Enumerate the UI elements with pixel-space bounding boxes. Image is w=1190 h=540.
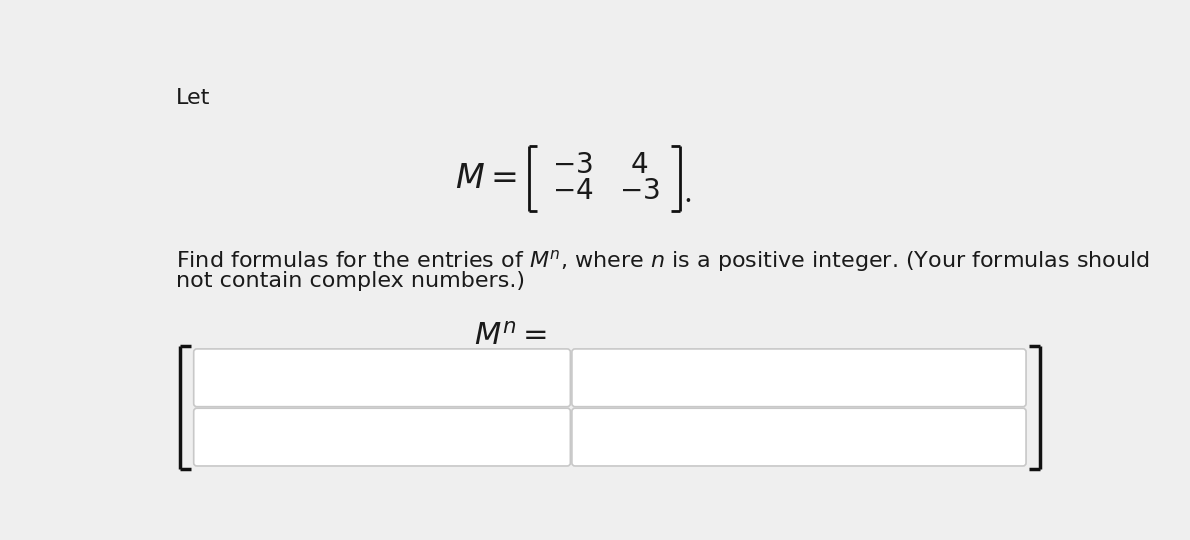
Text: .: .: [683, 181, 693, 208]
FancyBboxPatch shape: [194, 349, 570, 407]
Text: $-3$: $-3$: [619, 178, 659, 205]
FancyBboxPatch shape: [194, 408, 570, 466]
Text: $4$: $4$: [631, 152, 649, 179]
Text: $-3$: $-3$: [552, 152, 593, 179]
Text: Find formulas for the entries of $M^n$, where $n$ is a positive integer. (Your f: Find formulas for the entries of $M^n$, …: [176, 248, 1150, 274]
FancyBboxPatch shape: [572, 349, 1026, 407]
Text: $M^n =$: $M^n =$: [475, 320, 547, 352]
Text: Let: Let: [176, 88, 211, 108]
FancyBboxPatch shape: [572, 408, 1026, 466]
Text: not contain complex numbers.): not contain complex numbers.): [176, 271, 525, 291]
Text: $M =$: $M =$: [456, 163, 516, 195]
Text: $-4$: $-4$: [552, 178, 594, 205]
